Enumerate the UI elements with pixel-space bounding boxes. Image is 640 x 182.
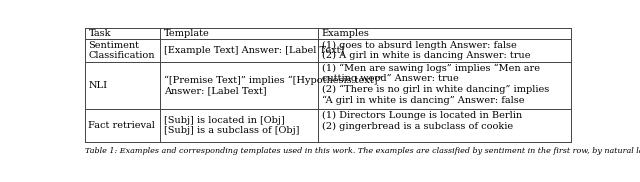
Text: Template: Template (164, 29, 209, 38)
Text: (1) goes to absurd length Answer: false
(2) A girl in white is dancing Answer: t: (1) goes to absurd length Answer: false … (322, 41, 531, 60)
Text: [Subj] is located in [Obj]
[Subj] is a subclass of [Obj]: [Subj] is located in [Obj] [Subj] is a s… (164, 116, 300, 136)
Text: [Example Text] Answer: [Label Text]: [Example Text] Answer: [Label Text] (164, 46, 344, 55)
Text: Sentiment
Classification: Sentiment Classification (88, 41, 155, 60)
Text: Examples: Examples (322, 29, 370, 38)
Text: NLI: NLI (88, 81, 108, 90)
Text: “[Premise Text]” implies “[Hypothesis text]”
Answer: [Label Text]: “[Premise Text]” implies “[Hypothesis te… (164, 76, 382, 95)
Text: (1) Directors Lounge is located in Berlin
(2) gingerbread is a subclass of cooki: (1) Directors Lounge is located in Berli… (322, 111, 522, 131)
Text: (1) “Men are sawing logs” implies “Men are
cutting wood” Answer: true
(2) “There: (1) “Men are sawing logs” implies “Men a… (322, 64, 549, 105)
Text: Fact retrieval: Fact retrieval (88, 121, 156, 130)
Text: Task: Task (88, 29, 111, 38)
Text: Table 1: Examples and corresponding templates used in this work. The examples ar: Table 1: Examples and corresponding temp… (85, 147, 640, 155)
